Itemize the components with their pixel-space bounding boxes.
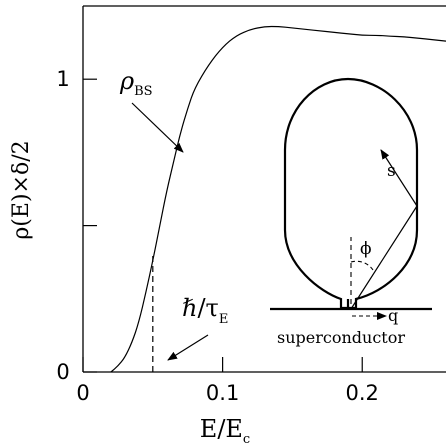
superconductor-label: superconductor [277,328,405,347]
annotation-hbar-tau: ℏ/τE [182,294,228,327]
y-tick-label-0: 0 [56,360,69,384]
phi-label: ϕ [360,239,372,259]
series-label: ρBS [119,67,153,99]
x-tick-label-2: 0.2 [346,381,379,405]
inset-diagram: ϕ s q superconductor [270,77,432,347]
billiard-outline [283,77,419,310]
trajectory-segment [350,205,418,310]
series-label-arrow [131,102,184,153]
annotation-arrow [167,334,209,361]
y-axis-title: ρ(E)×δ/2 [9,140,34,239]
q-label: q [388,306,398,325]
plot-frame [82,5,446,373]
angle-arc [350,260,374,271]
tick-labels: 0 0.1 0.2 0 1 [56,67,379,405]
ticks [82,78,363,373]
trajectory-arrow-s [380,149,418,207]
series-line-rho-bs [110,25,446,373]
s-label: s [387,161,396,181]
x-axis-title: E/Ec [200,415,250,447]
y-tick-label-2: 1 [56,67,69,91]
x-tick-label-0: 0 [76,381,89,405]
x-tick-label-1: 0.1 [206,381,239,405]
